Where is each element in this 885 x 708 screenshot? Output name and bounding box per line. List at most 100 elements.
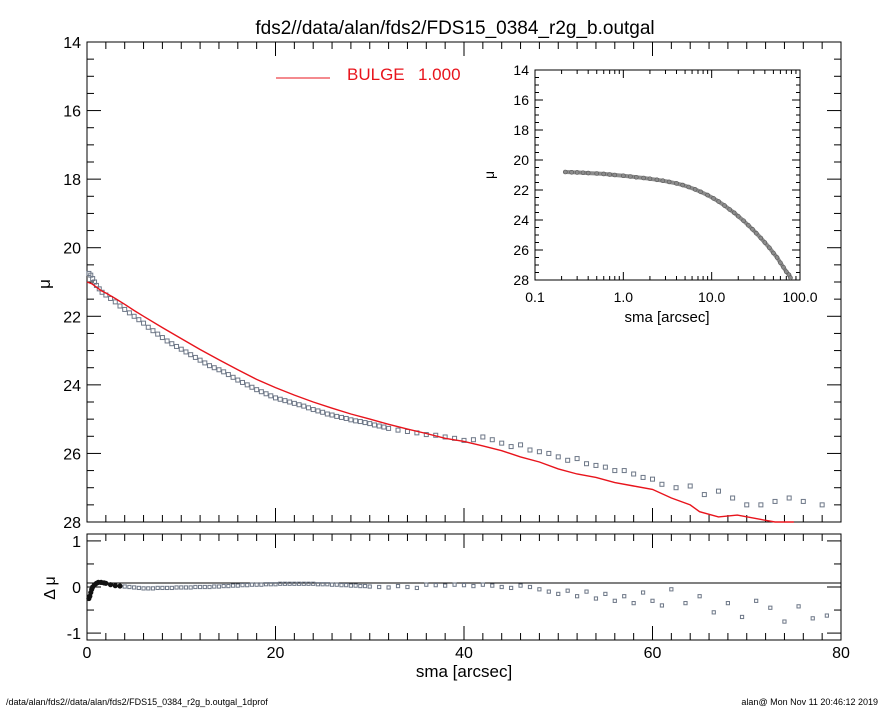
data-point xyxy=(155,331,161,337)
data-point xyxy=(546,450,552,456)
residual-point xyxy=(353,583,358,588)
residual-point xyxy=(480,582,485,587)
data-point xyxy=(164,338,170,344)
residual-point xyxy=(179,585,184,590)
data-point xyxy=(574,456,580,462)
data-point xyxy=(145,324,151,330)
data-point xyxy=(268,393,274,399)
inset-data-point xyxy=(562,169,568,175)
data-point xyxy=(291,400,297,406)
residual-panel: 10-1 0 20 40 60 80 Δ μ xyxy=(42,533,850,662)
inset-data-point xyxy=(758,235,764,241)
data-point xyxy=(508,444,514,450)
data-point xyxy=(320,409,326,415)
inset-data-point xyxy=(594,171,600,176)
residual-point xyxy=(146,586,151,591)
residual-point xyxy=(320,582,325,587)
data-point xyxy=(701,492,707,498)
residual-point xyxy=(155,585,160,591)
data-point xyxy=(254,387,260,393)
data-point xyxy=(324,411,330,417)
inset-data-point xyxy=(750,227,755,232)
residual-point xyxy=(174,585,179,590)
inset-data-point xyxy=(746,222,751,228)
inset-data-point xyxy=(580,170,586,176)
residual-point xyxy=(405,584,410,590)
inset-data-point xyxy=(774,255,780,260)
main-panel: 14 16 18 20 22 24 26 28 μ BULGE 1.000 xyxy=(35,35,842,532)
residual-point xyxy=(329,582,335,587)
inset-y-tick-label: 16 xyxy=(513,92,529,108)
residual-point xyxy=(683,601,688,606)
data-point xyxy=(263,391,269,397)
residual-point xyxy=(165,585,170,591)
residual-point xyxy=(112,583,118,589)
inset-data-point xyxy=(633,174,639,180)
main-y-tick-label: 22 xyxy=(63,309,81,326)
residual-point xyxy=(650,598,655,603)
residual-point xyxy=(160,585,165,591)
residual-point xyxy=(240,583,245,588)
bulge-model-line xyxy=(86,281,794,523)
inset-data-point xyxy=(716,199,721,204)
inset-data-point xyxy=(574,170,580,175)
data-point xyxy=(650,476,655,482)
residual-point xyxy=(282,581,288,586)
data-point xyxy=(353,418,359,424)
data-point xyxy=(305,405,311,411)
data-point xyxy=(230,374,236,380)
residual-point xyxy=(235,583,240,588)
inset-data-point xyxy=(654,177,660,183)
data-point xyxy=(235,377,241,383)
residual-point xyxy=(754,598,759,603)
residual-point xyxy=(150,586,156,591)
residual-point xyxy=(461,583,467,588)
inset-data-point xyxy=(741,218,746,224)
residual-point xyxy=(471,583,476,589)
inset-data-point xyxy=(612,172,618,178)
inset-data-point xyxy=(753,230,759,236)
data-point xyxy=(282,398,288,404)
inset-data-point xyxy=(781,264,786,270)
residual-point xyxy=(631,601,636,606)
inset-background xyxy=(535,70,800,280)
data-point xyxy=(371,422,377,428)
residual-point xyxy=(273,582,278,587)
residual-point xyxy=(824,613,829,618)
data-point xyxy=(188,352,194,358)
data-point xyxy=(131,313,137,319)
data-point xyxy=(376,423,382,429)
main-y-tick-label: 26 xyxy=(63,446,81,463)
inset-data-point xyxy=(674,181,679,186)
data-point xyxy=(758,502,764,508)
residual-point xyxy=(443,583,448,588)
residual-point xyxy=(259,582,264,587)
residual-point xyxy=(141,586,146,591)
residual-point xyxy=(362,583,368,589)
residual-point xyxy=(169,585,174,591)
residual-point xyxy=(202,584,207,590)
residual-point xyxy=(640,590,646,595)
residual-point xyxy=(136,585,141,591)
main-y-tick-label: 24 xyxy=(63,378,81,395)
data-point xyxy=(631,471,637,477)
data-point xyxy=(362,420,368,426)
inset-data-point xyxy=(722,203,727,208)
inset-y-ticks: 14 16 18 20 22 24 26 28 xyxy=(513,62,800,288)
residual-x-ticks: 0 20 40 60 80 xyxy=(83,534,850,662)
data-point xyxy=(117,303,123,309)
data-point xyxy=(178,346,184,352)
inset-panel: 14 16 18 20 22 24 26 28 0.1 1.0 10.0 100.0 μ sma [… xyxy=(481,62,818,326)
inset-y-tick-label: 14 xyxy=(513,62,529,78)
inset-data-point xyxy=(621,173,626,179)
residual-point xyxy=(226,583,231,589)
data-point xyxy=(536,449,542,455)
inset-x-label: sma [arcsec] xyxy=(624,309,709,326)
residual-y-ticks: 1 0 -1 xyxy=(67,534,841,643)
residual-point xyxy=(612,598,617,603)
data-point xyxy=(249,384,255,390)
residual-point xyxy=(221,583,226,589)
data-point xyxy=(367,421,373,427)
data-point xyxy=(192,354,198,360)
residual-point xyxy=(188,585,193,590)
